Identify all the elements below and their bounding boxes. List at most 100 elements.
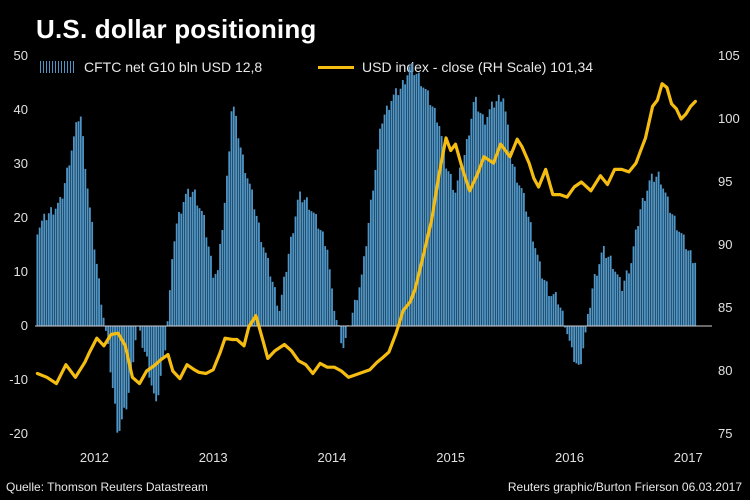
cftc-bar: [118, 326, 121, 431]
cftc-bar: [134, 326, 137, 341]
cftc-bar: [184, 193, 187, 326]
cftc-bar: [443, 146, 445, 326]
cftc-bar: [232, 106, 235, 326]
cftc-bar: [356, 300, 359, 326]
cftc-bar: [317, 228, 320, 326]
cftc-bar: [666, 196, 669, 326]
right-axis-tick-label: 100: [718, 111, 740, 126]
cftc-bar: [459, 167, 461, 326]
cftc-bar: [557, 304, 560, 326]
cftc-bar: [493, 107, 496, 326]
cftc-bar: [374, 169, 377, 326]
cftc-bar: [95, 263, 98, 326]
cftc-bar: [89, 207, 91, 326]
cftc-bar: [445, 168, 448, 326]
cftc-bar: [285, 271, 288, 326]
cftc-bar: [488, 109, 491, 326]
cftc-bar: [534, 248, 537, 326]
cftc-bar: [399, 88, 402, 327]
cftc-bar: [205, 237, 208, 326]
cftc-bar: [221, 229, 224, 326]
cftc-bar: [148, 326, 151, 378]
cftc-bar: [509, 150, 512, 326]
cftc-bar: [68, 165, 71, 326]
cftc-bar: [191, 191, 194, 326]
cftc-bar: [269, 276, 272, 326]
cftc-bar: [111, 326, 114, 389]
cftc-bar: [235, 115, 237, 326]
cftc-bar: [351, 312, 354, 326]
cftc-bar: [413, 75, 416, 326]
cftc-bar: [621, 290, 623, 326]
cftc-bar: [411, 63, 413, 326]
cftc-bar: [120, 326, 123, 420]
cftc-bar: [376, 149, 379, 326]
cftc-bar: [637, 226, 639, 326]
cftc-bar: [486, 116, 489, 327]
cftc-bar: [552, 294, 555, 326]
cftc-bar: [342, 326, 345, 349]
cftc-bar: [518, 185, 521, 326]
cftc-bar: [673, 215, 676, 326]
cftc-bar: [75, 122, 78, 326]
cftc-bar: [591, 288, 594, 326]
cftc-bar: [82, 136, 84, 326]
cftc-bar: [132, 326, 135, 363]
cftc-bar: [262, 247, 265, 326]
right-axis-tick-label: 85: [718, 300, 732, 315]
cftc-bar: [504, 111, 507, 326]
cftc-bar: [150, 326, 153, 386]
cftc-bar: [465, 139, 468, 326]
cftc-bar: [139, 326, 142, 331]
cftc-bar: [271, 281, 274, 326]
cftc-bar: [415, 73, 418, 326]
cftc-bar: [353, 299, 356, 326]
cftc-bar: [287, 253, 290, 326]
cftc-bar: [107, 326, 110, 344]
legend-line-swatch: [318, 65, 354, 69]
cftc-bar: [255, 215, 258, 326]
cftc-bar: [367, 222, 370, 326]
cftc-bar: [646, 190, 649, 326]
cftc-bar: [561, 310, 564, 326]
cftc-bar: [461, 167, 464, 326]
x-axis-tick-label: 2015: [436, 450, 465, 465]
cftc-bar: [623, 280, 626, 326]
cftc-bar: [79, 116, 82, 326]
cftc-bar: [246, 178, 249, 326]
cftc-bar: [605, 258, 608, 326]
cftc-bar: [319, 230, 322, 326]
cftc-bar: [216, 270, 219, 326]
cftc-bar: [545, 281, 548, 326]
cftc-bar: [123, 326, 126, 408]
left-axis-tick-label: 40: [14, 102, 28, 117]
cftc-bar: [333, 310, 336, 326]
cftc-bar: [602, 245, 605, 326]
legend-item-cftc: CFTC net G10 bln USD 12,8: [40, 59, 262, 75]
cftc-bar: [669, 212, 671, 326]
cftc-bar: [570, 326, 573, 348]
cftc-bar: [344, 326, 347, 339]
cftc-bar: [671, 214, 674, 326]
cftc-bar: [358, 287, 361, 326]
chart-title: U.S. dollar positioning: [36, 14, 317, 44]
cftc-bar: [383, 114, 386, 326]
cftc-bar: [130, 326, 132, 371]
cftc-bar: [292, 233, 295, 326]
cftc-bar: [182, 202, 185, 326]
cftc-bar: [392, 94, 395, 326]
cftc-bar: [436, 122, 438, 327]
cftc-bar: [648, 180, 651, 326]
cftc-bar: [470, 118, 473, 327]
cftc-bar: [664, 192, 667, 326]
cftc-bar: [175, 223, 178, 326]
cftc-bar: [105, 326, 107, 331]
cftc-bar: [390, 100, 393, 327]
cftc-bar: [283, 276, 285, 326]
cftc-bar: [363, 256, 365, 326]
cftc-bar: [632, 246, 635, 326]
cftc-bar: [125, 326, 128, 410]
cftc-bar: [600, 252, 603, 326]
x-axis-tick-label: 2016: [555, 450, 584, 465]
cftc-bar: [424, 89, 427, 326]
